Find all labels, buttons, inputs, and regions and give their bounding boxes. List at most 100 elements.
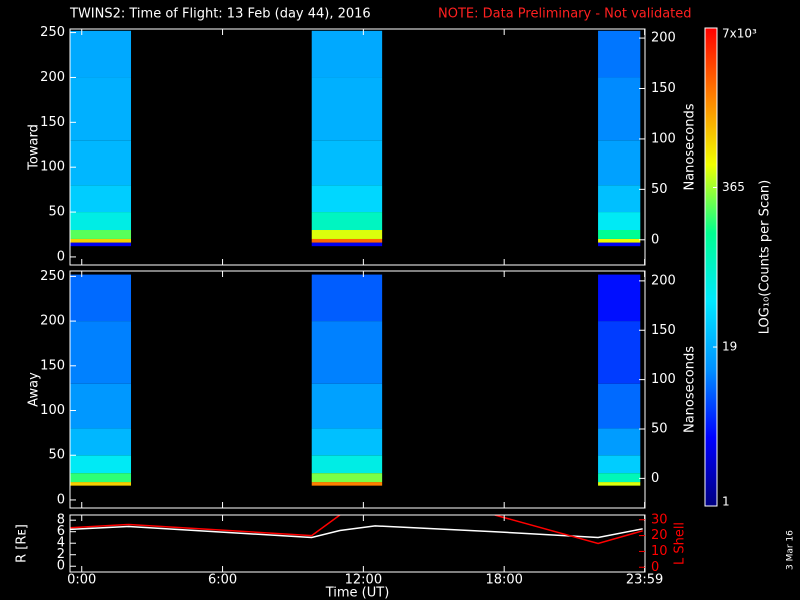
spectrogram-cell <box>311 77 383 141</box>
y-tick-label: 150 <box>40 358 65 373</box>
series-line <box>70 515 643 545</box>
y2-tick-label: 0 <box>651 471 659 486</box>
x-tick-label: 23:59 <box>626 573 663 588</box>
chart-title: TWINS2: Time of Flight: 13 Feb (day 44),… <box>69 7 371 22</box>
spectrogram-cell <box>311 482 383 486</box>
spectrogram-cell <box>70 212 132 231</box>
spectrogram-cell <box>70 321 132 384</box>
spectrogram-cell <box>311 140 383 186</box>
spectrogram-cell <box>311 185 383 213</box>
spectrogram-cell <box>598 238 641 243</box>
y2-axis-label: Nanoseconds <box>683 103 698 190</box>
colorbar <box>704 27 718 507</box>
colorbar-label: LOG₁₀(Counts per Scan) <box>758 180 773 335</box>
spectrogram-cell <box>311 242 383 247</box>
spectrogram-cell <box>70 383 132 429</box>
x-tick-label: 6:00 <box>208 573 237 588</box>
axes-frame <box>69 270 646 509</box>
spectrogram-cell <box>598 274 641 322</box>
x-tick-label: 18:00 <box>485 573 522 588</box>
spectrogram-cell <box>70 30 132 78</box>
spectrogram-cell <box>70 473 132 483</box>
y2-tick-label: 150 <box>651 323 676 338</box>
spectrogram-cell <box>598 212 641 231</box>
note: NOTE: Data Preliminary - Not validated <box>438 7 692 22</box>
y2-tick-label: 200 <box>651 273 676 288</box>
spectrogram-cell <box>311 30 383 78</box>
series-line <box>70 525 643 539</box>
axes-frame <box>69 28 646 266</box>
y-tick-label: 250 <box>40 269 65 284</box>
y-tick-label: 6 <box>57 524 65 539</box>
spectrogram-cell <box>70 77 132 141</box>
spectrogram-cell <box>70 230 132 239</box>
spectrogram-cell <box>598 140 641 186</box>
y-tick-label: 150 <box>40 115 65 130</box>
spectrogram-cell <box>598 428 641 456</box>
y-tick-label: 200 <box>40 314 65 329</box>
spectrogram-cell <box>598 185 641 213</box>
spectrogram-cell <box>311 212 383 231</box>
y-axis-label: Toward <box>27 124 42 171</box>
y2-tick-label: 200 <box>651 31 676 46</box>
spectrogram-cell <box>598 482 641 486</box>
spectrogram-cell <box>311 321 383 384</box>
spectrogram-cell <box>311 455 383 474</box>
spectrogram-cell <box>598 242 641 247</box>
spectrogram-cell <box>70 238 132 243</box>
spectrogram-cell <box>598 455 641 474</box>
colorbar-tick-label: 7x10³ <box>722 27 757 41</box>
y2-tick-label: 50 <box>651 182 668 197</box>
y2-tick-label: 150 <box>651 81 676 96</box>
spectrogram-cell <box>598 321 641 384</box>
plot-area <box>70 515 643 545</box>
y2-tick-label: 0 <box>651 560 659 575</box>
y-axis-label: Away <box>27 372 42 407</box>
y2-tick-label: 0 <box>651 232 659 247</box>
y-tick-label: 0 <box>57 492 65 507</box>
y-tick-label: 250 <box>40 25 65 40</box>
spectrogram-cell <box>70 185 132 213</box>
colorbar-tick-label: 1 <box>722 495 730 509</box>
date-stamp: 3 Mar 16 <box>786 530 796 570</box>
axes-frame <box>69 514 646 573</box>
spectrogram-cell <box>311 473 383 483</box>
spectrogram-cell <box>70 140 132 186</box>
spectrogram-cell <box>598 383 641 429</box>
plot-area <box>70 30 641 247</box>
spectrogram-cell <box>598 473 641 483</box>
spectrogram-cell <box>598 77 641 141</box>
y-tick-label: 0 <box>57 249 65 264</box>
spectrogram-cell <box>70 482 132 486</box>
y-tick-label: 0 <box>57 559 65 574</box>
colorbar-tick-label: 365 <box>722 180 745 194</box>
y-tick-label: 50 <box>48 205 65 220</box>
spectrogram-cell <box>311 274 383 322</box>
y-tick-label: 2 <box>57 547 65 562</box>
spectrogram-cell <box>598 30 641 78</box>
y2-tick-label: 10 <box>651 544 668 559</box>
y-tick-label: 200 <box>40 70 65 85</box>
spectrogram-cell <box>311 238 383 243</box>
y2-tick-label: 30 <box>651 512 668 527</box>
spectrogram-cell <box>70 242 132 247</box>
y-tick-label: 4 <box>57 536 65 551</box>
y-tick-label: 8 <box>57 513 65 528</box>
y-tick-label: 100 <box>40 403 65 418</box>
plot-area <box>70 274 641 486</box>
y2-tick-label: 100 <box>651 372 676 387</box>
y-tick-label: 100 <box>40 160 65 175</box>
y-axis-label: R [Rᴇ] <box>15 524 30 563</box>
spectrogram-cell <box>70 274 132 322</box>
y2-tick-label: 100 <box>651 131 676 146</box>
spectrogram-cell <box>311 383 383 429</box>
x-axis-label: Time (UT) <box>325 586 390 600</box>
spectrogram-cell <box>311 230 383 239</box>
spectrogram-cell <box>598 230 641 239</box>
spectrogram-cell <box>311 428 383 456</box>
spectrogram-cell <box>70 428 132 456</box>
y2-tick-label: 50 <box>651 422 668 437</box>
x-tick-label: 12:00 <box>345 573 382 588</box>
spectrogram-cell <box>70 455 132 474</box>
